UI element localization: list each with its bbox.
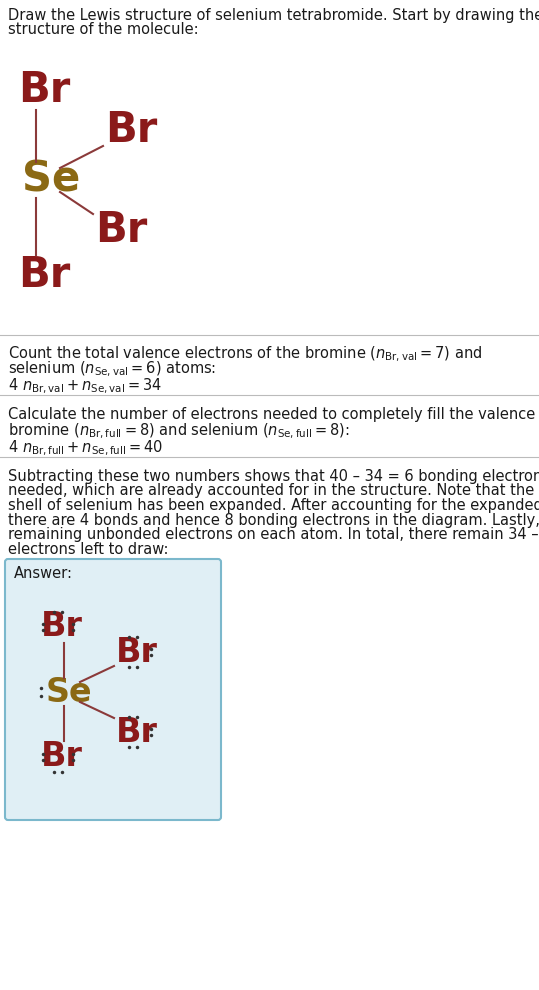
- Text: electrons left to draw:: electrons left to draw:: [8, 542, 169, 556]
- Text: bromine ($n_{{\rm Br,full}}=8$) and selenium ($n_{{\rm Se,full}}=8$):: bromine ($n_{{\rm Br,full}}=8$) and sele…: [8, 422, 350, 442]
- Text: Br: Br: [105, 109, 157, 151]
- Text: Br: Br: [95, 209, 147, 251]
- Text: Count the total valence electrons of the bromine ($n_{{\rm Br,val}}=7$) and: Count the total valence electrons of the…: [8, 345, 482, 364]
- Text: Br: Br: [116, 716, 158, 748]
- Text: Se: Se: [46, 675, 93, 709]
- Text: Br: Br: [18, 69, 70, 111]
- Text: $4\ n_{\rm Br,full} + n_{\rm Se,full} = 40$: $4\ n_{\rm Br,full} + n_{\rm Se,full} = …: [8, 439, 163, 458]
- Text: remaining unbonded electrons on each atom. In total, there remain 34 – 8 = 26: remaining unbonded electrons on each ato…: [8, 527, 539, 542]
- Text: structure of the molecule:: structure of the molecule:: [8, 22, 199, 37]
- Text: shell of selenium has been expanded. After accounting for the expanded valence,: shell of selenium has been expanded. Aft…: [8, 498, 539, 513]
- Text: Br: Br: [41, 741, 83, 773]
- Text: selenium ($n_{{\rm Se,val}}=6$) atoms:: selenium ($n_{{\rm Se,val}}=6$) atoms:: [8, 360, 216, 379]
- Text: $4\ n_{\rm Br,val} + n_{\rm Se,val} = 34$: $4\ n_{\rm Br,val} + n_{\rm Se,val} = 34…: [8, 377, 162, 396]
- Text: Subtracting these two numbers shows that 40 – 34 = 6 bonding electrons are: Subtracting these two numbers shows that…: [8, 469, 539, 484]
- Text: Br: Br: [41, 611, 83, 644]
- Text: Br: Br: [18, 254, 70, 296]
- Text: Answer:: Answer:: [14, 566, 73, 581]
- Text: Se: Se: [22, 159, 80, 201]
- Text: Draw the Lewis structure of selenium tetrabromide. Start by drawing the overall: Draw the Lewis structure of selenium tet…: [8, 8, 539, 23]
- Text: Calculate the number of electrons needed to completely fill the valence shells f: Calculate the number of electrons needed…: [8, 407, 539, 422]
- Text: needed, which are already accounted for in the structure. Note that the valence: needed, which are already accounted for …: [8, 483, 539, 499]
- FancyBboxPatch shape: [5, 559, 221, 820]
- Text: there are 4 bonds and hence 8 bonding electrons in the diagram. Lastly, fill in : there are 4 bonds and hence 8 bonding el…: [8, 513, 539, 528]
- Text: Br: Br: [116, 636, 158, 668]
